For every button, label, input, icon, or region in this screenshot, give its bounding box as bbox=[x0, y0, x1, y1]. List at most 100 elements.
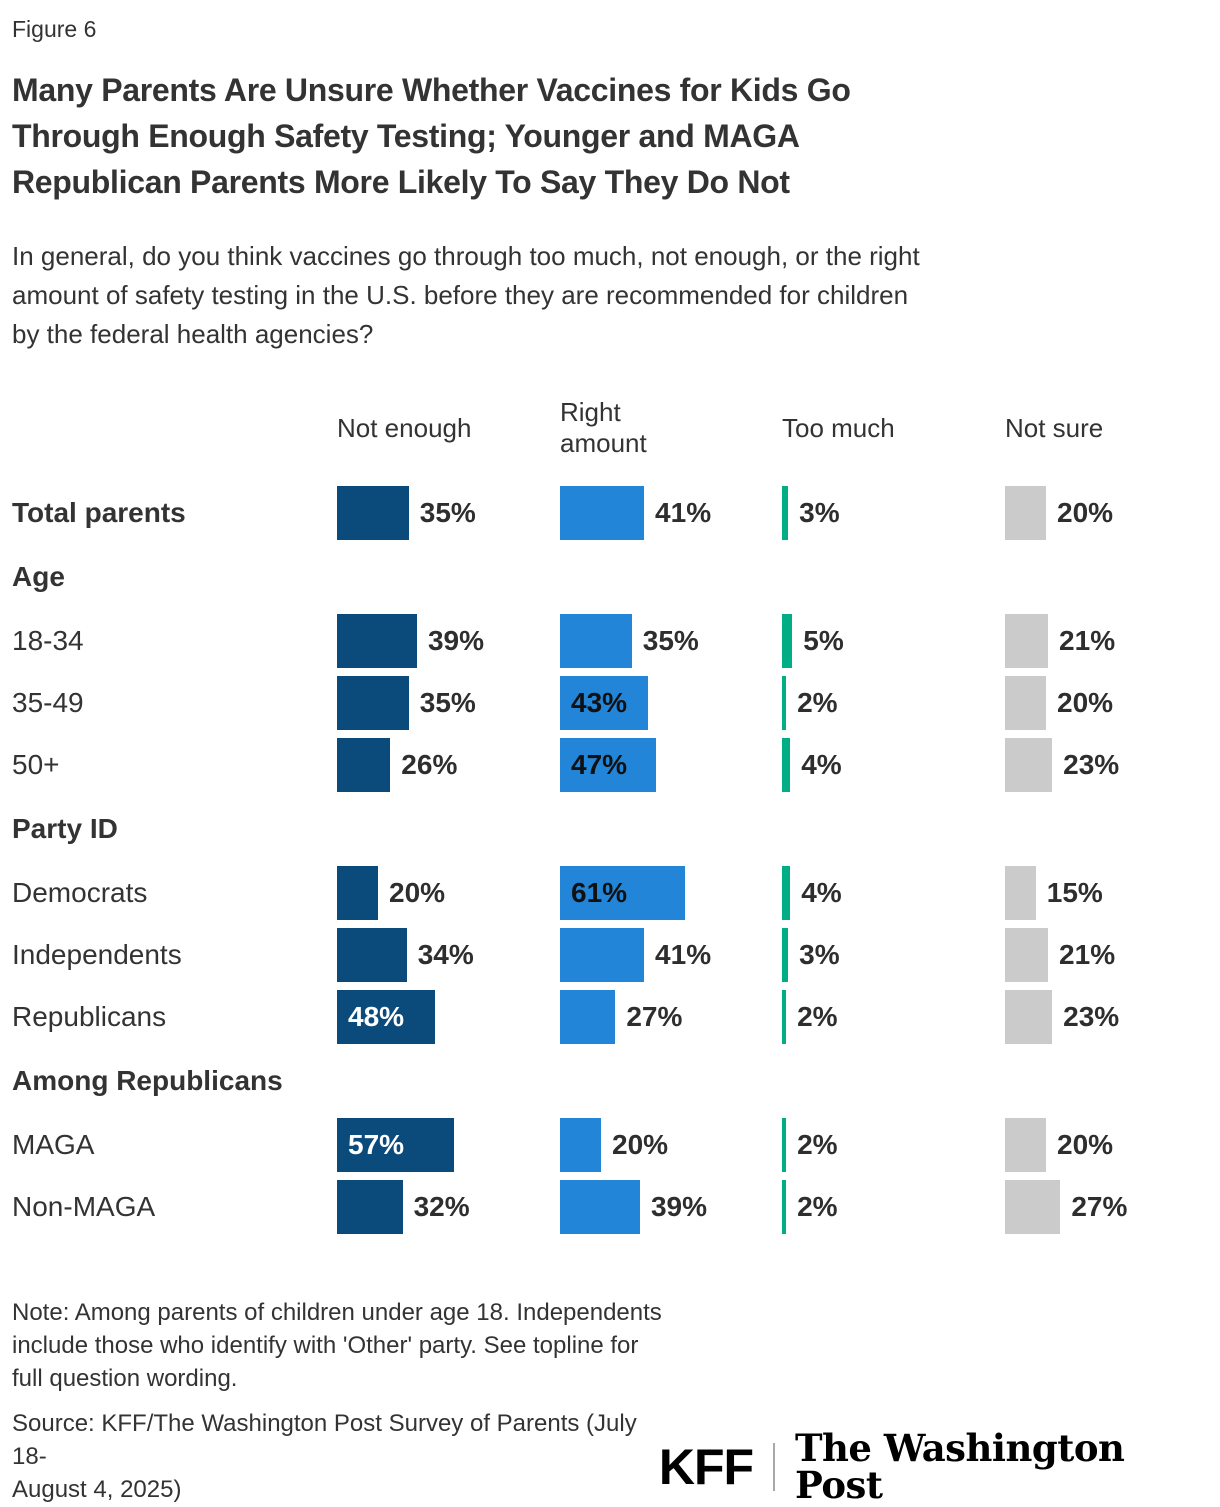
bar-too-much bbox=[782, 866, 791, 920]
row-label: 18-34 bbox=[12, 625, 84, 656]
kff-logo: KFF bbox=[658, 1439, 754, 1495]
bar-cell-not-sure: 20% bbox=[1005, 1118, 1208, 1172]
bar-right-amount bbox=[560, 1118, 601, 1172]
bar-cell-too-much: 3% bbox=[782, 486, 1005, 540]
bar-cell-too-much: 4% bbox=[782, 866, 1005, 920]
bar-cell-right-amount: 47% bbox=[560, 738, 782, 792]
source-text: Source: KFF/The Washington Post Survey o… bbox=[12, 1410, 637, 1503]
bar-value-label: 35% bbox=[642, 625, 699, 656]
bar-cell-too-much: 4% bbox=[782, 738, 1005, 792]
table-row: Republicans 48% 27% 2% 23% bbox=[12, 986, 1208, 1048]
bar-right-amount: 61% bbox=[560, 866, 686, 920]
bar-not-sure bbox=[1005, 676, 1046, 730]
washington-post-logo: The Washington Post bbox=[795, 1426, 1125, 1507]
bar-not-enough bbox=[337, 486, 409, 540]
row-label: Total parents bbox=[12, 497, 186, 528]
bar-right-amount: 47% bbox=[560, 738, 657, 792]
bar-right-amount bbox=[560, 1180, 640, 1234]
chart-question-subtitle: In general, do you think vaccines go thr… bbox=[12, 241, 920, 349]
bar-value-label: 27% bbox=[626, 1001, 683, 1032]
bar-cell-right-amount: 39% bbox=[560, 1180, 782, 1234]
bar-not-sure bbox=[1005, 990, 1053, 1044]
bar-value-label: 61% bbox=[571, 877, 628, 908]
bar-value-label: 35% bbox=[419, 497, 476, 528]
bar-value-label: 5% bbox=[803, 625, 844, 656]
bar-value-label: 23% bbox=[1063, 1001, 1120, 1032]
column-header-too-much: Too much bbox=[782, 412, 895, 443]
bar-too-much bbox=[782, 614, 793, 668]
bar-cell-not-enough: 35% bbox=[337, 486, 560, 540]
bar-cell-right-amount: 35% bbox=[560, 614, 782, 668]
bar-value-label: 39% bbox=[650, 1191, 707, 1222]
bar-not-sure bbox=[1005, 866, 1036, 920]
chart: Not enough Right amount Too much Not sur… bbox=[12, 380, 1208, 1238]
column-header-not-sure: Not sure bbox=[1005, 412, 1104, 443]
bar-value-label: 4% bbox=[801, 749, 842, 780]
bar-cell-not-sure: 15% bbox=[1005, 866, 1208, 920]
bar-cell-not-sure: 20% bbox=[1005, 676, 1208, 730]
chart-footer: Note: Among parents of children under ag… bbox=[12, 1296, 1208, 1506]
bar-value-label: 21% bbox=[1059, 939, 1116, 970]
row-label: Democrats bbox=[12, 877, 148, 908]
bar-cell-not-enough: 32% bbox=[337, 1180, 560, 1234]
column-header-row: Not enough Right amount Too much Not sur… bbox=[12, 380, 1208, 476]
bar-not-enough bbox=[337, 676, 409, 730]
bar-cell-not-enough: 39% bbox=[337, 614, 560, 668]
bar-value-label: 32% bbox=[413, 1191, 470, 1222]
bar-too-much bbox=[782, 738, 791, 792]
bar-right-amount: 43% bbox=[560, 676, 649, 730]
page-title: Many Parents Are Unsure Whether Vaccines… bbox=[12, 72, 851, 200]
bar-value-label: 15% bbox=[1046, 877, 1103, 908]
bar-value-label: 4% bbox=[801, 877, 842, 908]
bar-cell-too-much: 2% bbox=[782, 990, 1005, 1044]
chart-rows: Total parents 35% 41% 3% 20% Age 18-34 39% 35% 5%… bbox=[12, 482, 1208, 1238]
bar-right-amount bbox=[560, 486, 645, 540]
bar-not-sure bbox=[1005, 1118, 1046, 1172]
bar-cell-right-amount: 27% bbox=[560, 990, 782, 1044]
section-header-party-id: Party ID bbox=[12, 813, 118, 844]
bar-cell-too-much: 2% bbox=[782, 1118, 1005, 1172]
table-row: Non-MAGA 32% 39% 2% 27% bbox=[12, 1176, 1208, 1238]
bar-right-amount bbox=[560, 990, 616, 1044]
table-row: MAGA 57% 20% 2% 20% bbox=[12, 1114, 1208, 1176]
bar-too-much bbox=[782, 1118, 787, 1172]
bar-value-label: 2% bbox=[797, 1001, 838, 1032]
bar-cell-not-enough: 26% bbox=[337, 738, 560, 792]
bar-value-label: 20% bbox=[1057, 687, 1114, 718]
row-label: 50+ bbox=[12, 749, 60, 780]
bar-value-label: 20% bbox=[612, 1129, 669, 1160]
logo-separator bbox=[773, 1443, 775, 1491]
column-header-not-enough: Not enough bbox=[337, 412, 472, 443]
bar-value-label: 26% bbox=[401, 749, 458, 780]
bar-not-enough bbox=[337, 1180, 403, 1234]
bar-cell-not-enough: 57% bbox=[337, 1118, 560, 1172]
bar-value-label: 57% bbox=[348, 1129, 405, 1160]
bar-too-much bbox=[782, 1180, 787, 1234]
table-row: 35-49 35% 43% 2% 20% bbox=[12, 672, 1208, 734]
bar-too-much bbox=[782, 676, 787, 730]
bar-not-sure bbox=[1005, 1180, 1061, 1234]
row-label: Republicans bbox=[12, 1001, 167, 1032]
bar-cell-not-enough: 20% bbox=[337, 866, 560, 920]
bar-too-much bbox=[782, 486, 789, 540]
bar-not-enough bbox=[337, 738, 391, 792]
section-header-among-republicans: Among Republicans bbox=[12, 1065, 283, 1096]
bar-value-label: 20% bbox=[1057, 497, 1114, 528]
bar-value-label: 20% bbox=[1057, 1129, 1114, 1160]
bar-right-amount bbox=[560, 928, 645, 982]
bar-cell-right-amount: 41% bbox=[560, 486, 782, 540]
bar-cell-too-much: 5% bbox=[782, 614, 1005, 668]
row-label: MAGA bbox=[12, 1129, 95, 1160]
bar-not-sure bbox=[1005, 738, 1053, 792]
bar-value-label: 2% bbox=[797, 687, 838, 718]
bar-value-label: 48% bbox=[348, 1001, 405, 1032]
bar-cell-not-sure: 23% bbox=[1005, 990, 1208, 1044]
bar-not-enough: 48% bbox=[337, 990, 436, 1044]
bar-cell-not-sure: 20% bbox=[1005, 486, 1208, 540]
bar-value-label: 3% bbox=[799, 939, 840, 970]
bar-too-much bbox=[782, 990, 787, 1044]
bar-cell-not-sure: 21% bbox=[1005, 614, 1208, 668]
bar-value-label: 34% bbox=[417, 939, 474, 970]
row-label: Non-MAGA bbox=[12, 1191, 156, 1222]
bar-cell-not-sure: 21% bbox=[1005, 928, 1208, 982]
